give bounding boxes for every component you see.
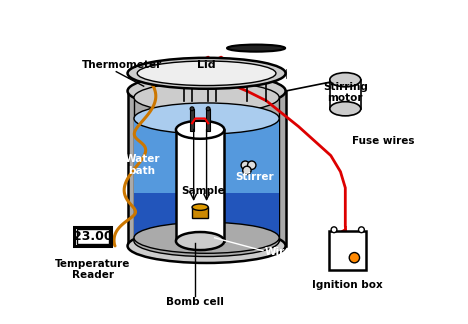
Polygon shape — [176, 130, 224, 241]
FancyBboxPatch shape — [74, 227, 111, 246]
Ellipse shape — [192, 204, 208, 210]
Ellipse shape — [128, 58, 285, 89]
FancyBboxPatch shape — [329, 231, 366, 270]
Text: Water
bath: Water bath — [124, 155, 160, 176]
Bar — [190, 109, 194, 131]
Ellipse shape — [176, 121, 224, 139]
Ellipse shape — [128, 229, 285, 263]
Text: Sample: Sample — [182, 186, 225, 196]
Text: Fuse wires: Fuse wires — [352, 136, 414, 146]
Ellipse shape — [176, 232, 224, 250]
Circle shape — [331, 227, 337, 233]
Polygon shape — [330, 80, 361, 109]
FancyBboxPatch shape — [77, 229, 109, 244]
Polygon shape — [134, 119, 279, 238]
Text: Lid: Lid — [197, 60, 216, 70]
Text: Ignition box: Ignition box — [312, 280, 383, 290]
Ellipse shape — [134, 226, 279, 257]
Ellipse shape — [137, 61, 276, 86]
Polygon shape — [134, 193, 279, 238]
Ellipse shape — [134, 82, 279, 113]
Ellipse shape — [134, 103, 279, 134]
Ellipse shape — [330, 102, 361, 116]
Ellipse shape — [134, 222, 279, 253]
Text: Temperature
Reader: Temperature Reader — [55, 259, 131, 280]
Circle shape — [349, 252, 359, 263]
Ellipse shape — [128, 74, 285, 108]
Circle shape — [243, 166, 251, 175]
Circle shape — [241, 161, 249, 169]
Ellipse shape — [190, 107, 194, 111]
Ellipse shape — [227, 45, 285, 52]
Text: Thermometer: Thermometer — [82, 60, 162, 70]
Ellipse shape — [206, 107, 210, 111]
Text: 23.00: 23.00 — [73, 230, 113, 243]
Text: Bomb cell: Bomb cell — [166, 297, 224, 307]
Text: Stirring
motor: Stirring motor — [323, 82, 368, 103]
Circle shape — [248, 161, 256, 169]
Bar — [206, 109, 210, 131]
Text: Stirrer: Stirrer — [236, 171, 274, 181]
Ellipse shape — [330, 73, 361, 87]
Text: Wire: Wire — [264, 247, 292, 257]
Polygon shape — [128, 91, 285, 246]
Circle shape — [358, 227, 364, 233]
Bar — [192, 207, 208, 218]
